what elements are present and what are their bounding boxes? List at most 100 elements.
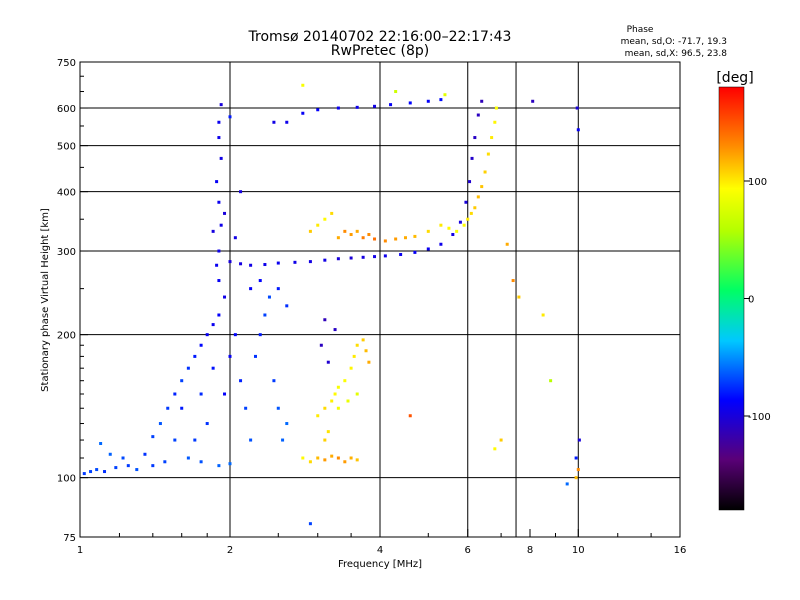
data-point — [361, 236, 365, 240]
data-point — [108, 452, 112, 456]
data-point — [346, 399, 350, 403]
data-point — [462, 223, 466, 227]
y-tick-label: 500 — [57, 142, 76, 153]
data-point — [443, 93, 447, 97]
data-point — [263, 313, 267, 317]
data-point — [383, 239, 387, 243]
data-point — [577, 438, 581, 442]
chart-subtitle: RwPretec (8p) — [331, 43, 429, 59]
data-point — [253, 354, 257, 358]
data-point — [180, 379, 184, 383]
data-point — [493, 120, 497, 124]
data-point — [505, 242, 509, 246]
data-point — [352, 354, 356, 358]
x-tick-label: 6 — [465, 545, 471, 556]
data-point — [343, 229, 347, 233]
data-point — [333, 392, 337, 396]
data-point — [565, 482, 569, 486]
data-point — [574, 456, 578, 460]
data-point — [316, 456, 320, 460]
data-point — [205, 422, 209, 426]
colorbar-tick-label: 0 — [748, 295, 754, 306]
data-point — [281, 438, 285, 442]
data-point — [193, 354, 197, 358]
data-point — [285, 422, 289, 426]
data-point — [326, 430, 330, 434]
data-point — [151, 464, 155, 468]
data-point — [574, 476, 578, 480]
y-tick-label: 600 — [57, 104, 76, 115]
data-point — [468, 180, 472, 184]
data-point — [383, 254, 387, 258]
data-point — [494, 106, 498, 110]
data-point — [499, 438, 503, 442]
data-point — [326, 360, 330, 364]
data-point — [249, 287, 253, 291]
data-point — [426, 99, 430, 103]
data-point — [394, 237, 398, 241]
gridlines — [80, 62, 680, 537]
data-point — [316, 108, 320, 112]
data-point — [95, 468, 99, 472]
data-point — [301, 83, 305, 87]
data-point — [249, 263, 253, 267]
data-point — [239, 262, 243, 266]
data-point — [355, 343, 359, 347]
data-point — [272, 120, 276, 124]
data-points — [82, 83, 581, 526]
colorbar-tick-label: 100 — [748, 177, 767, 188]
data-point — [426, 229, 430, 233]
data-point — [199, 392, 203, 396]
data-point — [476, 113, 480, 117]
data-point — [403, 236, 407, 240]
stats-heading: Phase — [627, 25, 654, 35]
data-point — [143, 452, 147, 456]
data-point — [223, 211, 227, 215]
data-point — [276, 287, 280, 291]
data-point — [223, 392, 227, 396]
data-point — [330, 454, 334, 458]
data-point — [483, 170, 487, 174]
stats-line-o: mean, sd,O: -71.7, 19.3 — [621, 37, 727, 47]
data-point — [319, 343, 323, 347]
data-point — [408, 414, 412, 418]
data-point — [469, 211, 473, 215]
data-point — [217, 279, 221, 283]
colorbar-label: [deg] — [716, 70, 753, 86]
data-point — [211, 229, 215, 233]
data-point — [480, 185, 484, 189]
data-point — [276, 406, 280, 410]
data-point — [451, 233, 455, 237]
data-point — [173, 392, 177, 396]
data-point — [244, 406, 248, 410]
data-point — [336, 406, 340, 410]
data-point — [336, 456, 340, 460]
y-tick-label: 300 — [57, 247, 76, 258]
data-point — [151, 435, 155, 439]
data-point — [336, 106, 340, 110]
data-point — [470, 156, 474, 160]
data-point — [576, 468, 580, 472]
data-point — [343, 460, 347, 464]
data-point — [323, 217, 327, 221]
y-tick-label: 200 — [57, 331, 76, 342]
data-point — [193, 438, 197, 442]
data-point — [199, 460, 203, 464]
data-point — [272, 379, 276, 383]
data-point — [355, 229, 359, 233]
data-point — [180, 406, 184, 410]
data-point — [276, 261, 280, 265]
data-point — [476, 195, 480, 199]
data-point — [323, 318, 327, 322]
chart-title: Tromsø 20140702 22:16:00–22:17:43 — [248, 29, 512, 45]
data-point — [349, 233, 353, 237]
data-point — [228, 260, 232, 264]
y-tick-label: 400 — [57, 188, 76, 199]
data-point — [399, 252, 403, 256]
data-point — [217, 120, 221, 124]
data-point — [186, 456, 190, 460]
data-point — [219, 103, 223, 107]
data-point — [233, 333, 237, 337]
data-point — [373, 237, 377, 241]
data-point — [511, 279, 515, 283]
